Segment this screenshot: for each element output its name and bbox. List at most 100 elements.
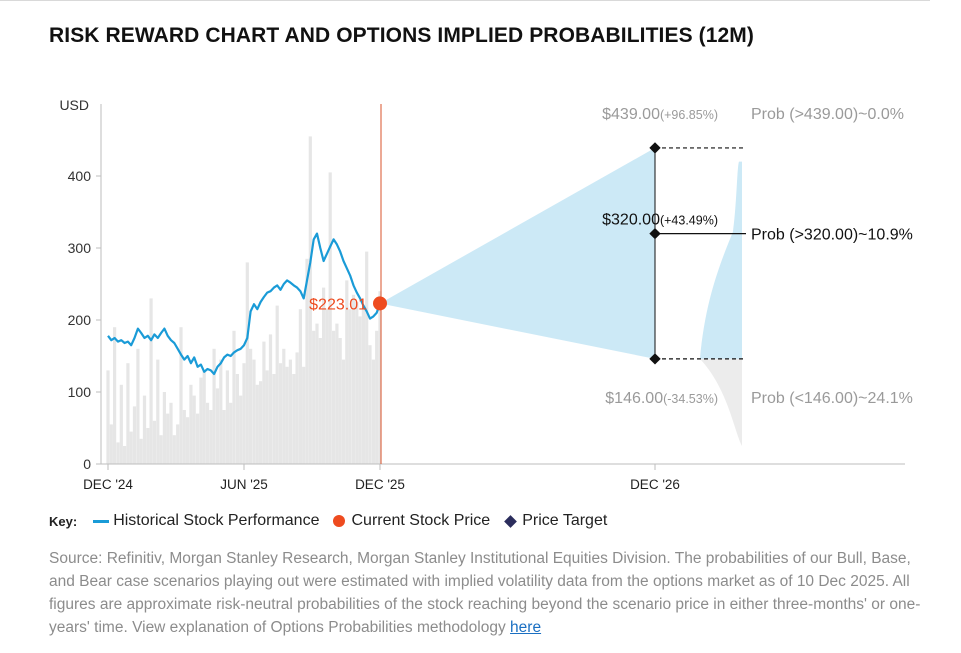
volume-bar: [358, 316, 362, 464]
bear-target-diamond: [649, 353, 661, 365]
volume-bar: [132, 406, 137, 464]
volume-bar: [176, 424, 180, 464]
volume-bar: [338, 338, 342, 464]
dot-swatch-icon: [333, 515, 346, 527]
volume-bar: [315, 323, 319, 464]
key-item-current: Current Stock Price: [333, 512, 490, 530]
volume-bar: [318, 338, 322, 464]
volume-bar: [282, 348, 286, 464]
base-target-price-label: $320.00(+43.49%): [602, 212, 718, 229]
upside-probability-area: [700, 161, 742, 359]
volume-bar: [225, 370, 229, 464]
y-tick-label: 200: [68, 312, 92, 328]
bear-target-price-label: $146.00(-34.53%): [605, 390, 718, 407]
volume-bar: [262, 341, 266, 464]
volume-bar: [371, 359, 375, 464]
volume-bar: [136, 348, 140, 464]
volume-bar: [288, 359, 292, 464]
volume-bars: [106, 136, 382, 464]
bull-probability-label: Prob (>439.00)~0.0%: [751, 106, 904, 123]
key-item-target-label: Price Target: [522, 512, 608, 529]
volume-bar: [302, 366, 306, 464]
y-tick-label: 400: [68, 168, 92, 184]
forecast-cone-area: [380, 147, 655, 359]
volume-bar: [278, 363, 283, 464]
volume-bar: [172, 435, 176, 464]
line-swatch-icon: [93, 519, 110, 523]
volume-bar: [375, 330, 379, 464]
volume-bar: [142, 395, 147, 464]
x-tick-label: DEC '24: [83, 477, 133, 492]
volume-bar: [239, 395, 243, 464]
volume-bar: [222, 410, 226, 464]
volume-bar: [139, 438, 143, 464]
volume-bar: [312, 330, 316, 464]
probability-distribution: [700, 161, 742, 446]
volume-bar: [113, 327, 117, 464]
volume-bar: [149, 298, 153, 464]
volume-bar: [215, 388, 220, 464]
key-label: Key:: [49, 513, 78, 529]
volume-bar: [146, 428, 150, 464]
volume-bar: [179, 327, 183, 464]
volume-bar: [348, 309, 352, 464]
volume-bar: [328, 172, 332, 464]
volume-bar: [209, 410, 213, 464]
base-probability-label: Prob (>320.00)~10.9%: [751, 227, 913, 244]
volume-bar: [308, 136, 312, 464]
volume-bar: [202, 370, 206, 464]
diamond-swatch-icon: [504, 514, 518, 528]
volume-bar: [192, 395, 196, 464]
volume-bar: [272, 374, 276, 464]
volume-bar: [212, 348, 216, 464]
price-targets: [649, 142, 746, 365]
volume-bar: [351, 294, 356, 464]
volume-bar: [205, 402, 210, 464]
volume-bar: [265, 370, 269, 464]
volume-bar: [162, 392, 166, 464]
risk-reward-chart: 0 100 200 300 400 USD DEC '24 JUN '25 DEC '25 DEC…: [59, 97, 913, 492]
y-tick-label: 300: [68, 240, 92, 256]
y-tick-label: 0: [83, 456, 91, 472]
volume-bar: [332, 330, 336, 464]
chart-title: RISK REWARD CHART AND OPTIONS IMPLIED PR…: [49, 24, 754, 47]
volume-bar: [242, 363, 246, 464]
volume-bar: [355, 302, 359, 464]
volume-bar: [345, 280, 349, 464]
volume-bar: [196, 413, 200, 464]
chart-key: Key: Historical Stock Performance Curren…: [49, 512, 621, 530]
volume-bar: [129, 431, 133, 464]
volume-bar: [189, 384, 193, 464]
volume-bar: [368, 345, 372, 464]
key-item-historical-label: Historical Stock Performance: [113, 512, 320, 529]
top-divider: [0, 0, 930, 1]
current-price-dot: [373, 296, 387, 311]
volume-bar: [365, 251, 369, 464]
historical-price-line: [107, 232, 382, 376]
x-tick-label: DEC '25: [355, 477, 405, 492]
volume-bar: [116, 442, 120, 464]
volume-bar: [166, 413, 170, 464]
price-history: [107, 232, 387, 376]
volume-bar: [245, 262, 249, 464]
volume-bar: [126, 363, 130, 464]
y-tick-label: 100: [68, 384, 92, 400]
volume-bar: [361, 309, 365, 464]
volume-bar: [295, 352, 299, 464]
volume-bar: [252, 359, 256, 464]
volume-bar: [259, 381, 263, 464]
chart-labels: $223.01 $439.00(+96.85%) Prob (>439.00)~0.…: [309, 106, 913, 407]
key-item-current-label: Current Stock Price: [351, 512, 491, 529]
volume-bar: [275, 305, 279, 464]
volume-bar: [255, 384, 259, 464]
volume-bar: [123, 446, 127, 464]
volume-bar: [182, 410, 186, 464]
volume-bar: [159, 435, 163, 464]
volume-bar: [186, 417, 190, 464]
methodology-link[interactable]: here: [510, 619, 542, 636]
volume-bar: [232, 330, 236, 464]
key-item-target: Price Target: [504, 512, 607, 530]
volume-bar: [152, 420, 156, 464]
volume-bar: [341, 359, 346, 464]
forecast-cone: [380, 147, 656, 359]
